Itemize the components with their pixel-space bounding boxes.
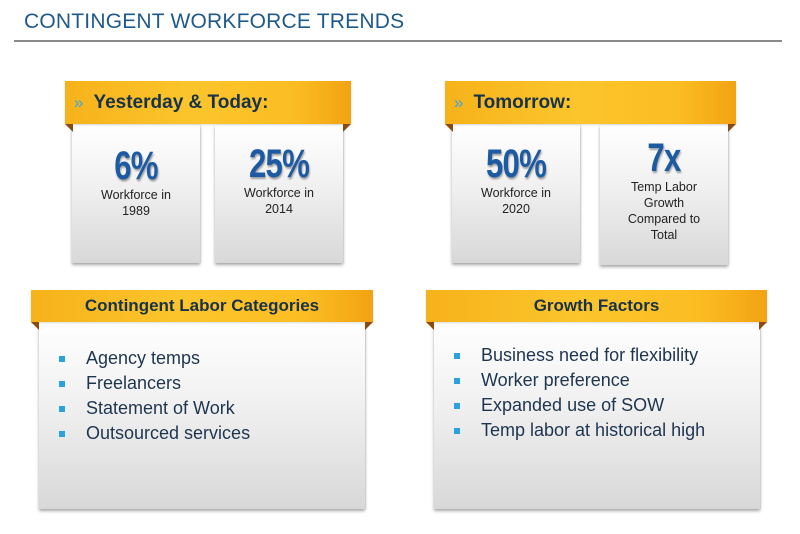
ribbon-fold-right <box>759 322 767 330</box>
bullet-square-icon <box>59 380 65 387</box>
list-item: Expanded use of SOW <box>454 393 705 418</box>
list-item: Agency temps <box>59 346 250 371</box>
banner-categories: Contingent Labor Categories <box>31 290 373 330</box>
chevron-right-icon: » <box>74 92 84 112</box>
ribbon-fold-right <box>343 124 351 132</box>
stat-label: Workforce in <box>481 186 551 200</box>
stat-label: Workforce in <box>101 188 171 202</box>
stat-card-2020: 50% Workforce in 2020 <box>452 125 580 263</box>
ribbon-fold-left <box>445 124 453 132</box>
growth-factors-panel: Business need for flexibility Worker pre… <box>434 322 760 509</box>
banner-title: Yesterday & Today: <box>93 91 269 113</box>
stat-value: 6% <box>114 144 158 188</box>
stat-label: 2020 <box>502 202 530 216</box>
bullet-square-icon <box>454 427 460 434</box>
ribbon-fold-left <box>426 322 434 330</box>
ribbon-fold-left <box>65 124 73 132</box>
banner-yesterday-today: » Yesterday & Today: <box>65 81 351 132</box>
list-item: Business need for flexibility <box>454 343 705 368</box>
stat-label: Compared to <box>627 212 701 226</box>
bullet-square-icon <box>454 402 460 409</box>
stat-card-2014: 25% Workforce in 2014 <box>215 125 343 263</box>
stat-card-1989: 6% Workforce in 1989 <box>72 125 200 263</box>
bullet-square-icon <box>454 352 460 359</box>
section-title: Growth Factors <box>533 296 660 315</box>
ribbon-fold-left <box>31 322 39 330</box>
stat-label: Total <box>650 228 678 242</box>
stat-label: 2014 <box>265 202 293 216</box>
bullet-square-icon <box>59 405 65 412</box>
stat-value: 50% <box>485 142 547 186</box>
stat-label: Workforce in <box>244 186 314 200</box>
bullet-square-icon <box>59 355 65 362</box>
stat-value: 7x <box>647 136 681 180</box>
stat-label: 1989 <box>122 204 150 218</box>
list-item: Temp labor at historical high <box>454 418 705 443</box>
banner-tomorrow: » Tomorrow: <box>445 81 736 132</box>
chevron-right-icon: » <box>454 92 464 112</box>
banner-title: Tomorrow: <box>473 91 572 113</box>
categories-list: Agency temps Freelancers Statement of Wo… <box>59 346 250 446</box>
growth-factors-list: Business need for flexibility Worker pre… <box>454 343 705 443</box>
list-item: Statement of Work <box>59 396 250 421</box>
bullet-square-icon <box>454 377 460 384</box>
list-item: Worker preference <box>454 368 705 393</box>
stat-label: Temp Labor <box>630 180 697 194</box>
stat-card-temp-labor-growth: 7x Temp Labor Growth Compared to Total <box>600 125 728 265</box>
stat-label: Growth <box>643 196 685 210</box>
section-title: Contingent Labor Categories <box>84 296 320 315</box>
ribbon-fold-right <box>728 124 736 132</box>
title-divider <box>14 40 782 42</box>
categories-panel: Agency temps Freelancers Statement of Wo… <box>39 322 365 509</box>
list-item: Outsourced services <box>59 421 250 446</box>
stat-value: 25% <box>248 142 310 186</box>
ribbon-fold-right <box>365 322 373 330</box>
banner-growth-factors: Growth Factors <box>426 290 767 330</box>
bullet-square-icon <box>59 430 65 437</box>
list-item: Freelancers <box>59 371 250 396</box>
page-title: CONTINGENT WORKFORCE TRENDS <box>24 10 405 33</box>
